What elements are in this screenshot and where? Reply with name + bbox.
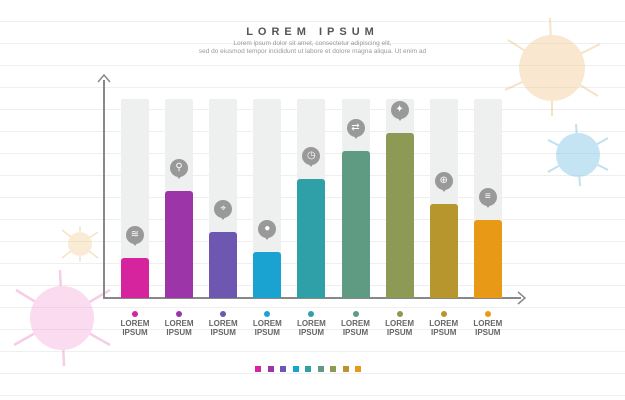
category-label-line: IPSUM <box>254 328 280 337</box>
subtitle-line-1: Lorem ipsum dolor sit amet, consectetur … <box>233 40 392 47</box>
clock-icon: ◷ <box>302 146 321 167</box>
x-axis-arrow-icon <box>517 291 527 305</box>
bar <box>121 258 149 298</box>
category-label-line: LOREM <box>385 319 415 328</box>
category-label: LOREM IPSUM <box>468 319 508 337</box>
category-label-line: IPSUM <box>431 328 457 337</box>
bar <box>165 190 194 298</box>
user-icon: ● <box>258 220 277 241</box>
category-label: LOREM IPSUM <box>380 319 420 337</box>
legend-dot <box>352 311 359 317</box>
color-swatch <box>305 366 311 372</box>
category-label: LOREM IPSUM <box>159 319 199 337</box>
legend-dot <box>396 311 403 317</box>
search-icon: ⚲ <box>170 158 189 179</box>
category-label: LOREM IPSUM <box>336 319 376 337</box>
category-label-line: LOREM <box>341 319 370 328</box>
y-axis-arrow-icon <box>97 73 111 83</box>
color-swatch <box>292 366 299 372</box>
color-swatch <box>342 366 349 372</box>
legend-dot <box>176 311 183 317</box>
virus-icon <box>13 269 111 367</box>
category-label: LOREM IPSUM <box>203 319 243 337</box>
color-swatch <box>330 366 336 372</box>
category-label-line: LOREM <box>208 319 238 328</box>
arrows-icon: ⇄ <box>346 118 365 139</box>
virus-icon <box>61 226 99 262</box>
category-label-line: LOREM <box>120 319 150 328</box>
category-label-line: IPSUM <box>166 328 192 337</box>
bar <box>253 252 282 298</box>
category-label-line: LOREM <box>473 319 503 328</box>
virus-icon <box>504 17 601 116</box>
location-icon: ⌖ <box>214 200 233 221</box>
list-icon: ≡ <box>478 188 497 209</box>
category-label-line: LOREM <box>296 319 326 328</box>
category-label: LOREM IPSUM <box>291 319 331 337</box>
bulb-icon: ✦ <box>390 100 409 121</box>
subtitle-line-2: sed do eiusmod tempor incididunt ut labo… <box>198 48 427 55</box>
category-label-line: IPSUM <box>386 328 413 337</box>
legend-dot <box>264 311 271 317</box>
virus-icon <box>547 123 609 187</box>
wifi-icon: ≋ <box>126 226 144 247</box>
color-swatch <box>355 366 361 372</box>
page-title: LOREM IPSUM <box>246 26 379 38</box>
bar <box>473 220 502 298</box>
category-label-line: IPSUM <box>298 328 325 337</box>
category-label-line: LOREM <box>164 319 194 328</box>
color-swatch <box>255 366 261 372</box>
category-label-line: IPSUM <box>475 328 501 337</box>
category-label-line: IPSUM <box>122 328 148 337</box>
bar <box>341 150 370 298</box>
legend-dot <box>484 311 491 317</box>
bar <box>385 132 414 298</box>
legend-dot <box>220 311 227 317</box>
globe-icon: ⊕ <box>434 172 453 193</box>
legend-dot <box>308 311 315 317</box>
bar <box>429 204 458 298</box>
category-label-line: IPSUM <box>342 328 369 337</box>
y-axis <box>103 80 105 298</box>
color-swatch <box>280 366 286 372</box>
category-label-line: LOREM <box>429 319 459 328</box>
legend-dot <box>440 311 447 317</box>
legend-dot <box>132 311 138 317</box>
color-swatch <box>317 366 324 372</box>
color-swatch <box>267 366 274 372</box>
category-label: LOREM IPSUM <box>424 319 464 337</box>
bar <box>297 178 326 298</box>
bar <box>209 232 238 298</box>
category-label-line: LOREM <box>252 319 282 328</box>
category-label: LOREM IPSUM <box>247 319 287 337</box>
category-label: LOREM IPSUM <box>115 319 155 337</box>
category-label-line: IPSUM <box>210 328 236 337</box>
